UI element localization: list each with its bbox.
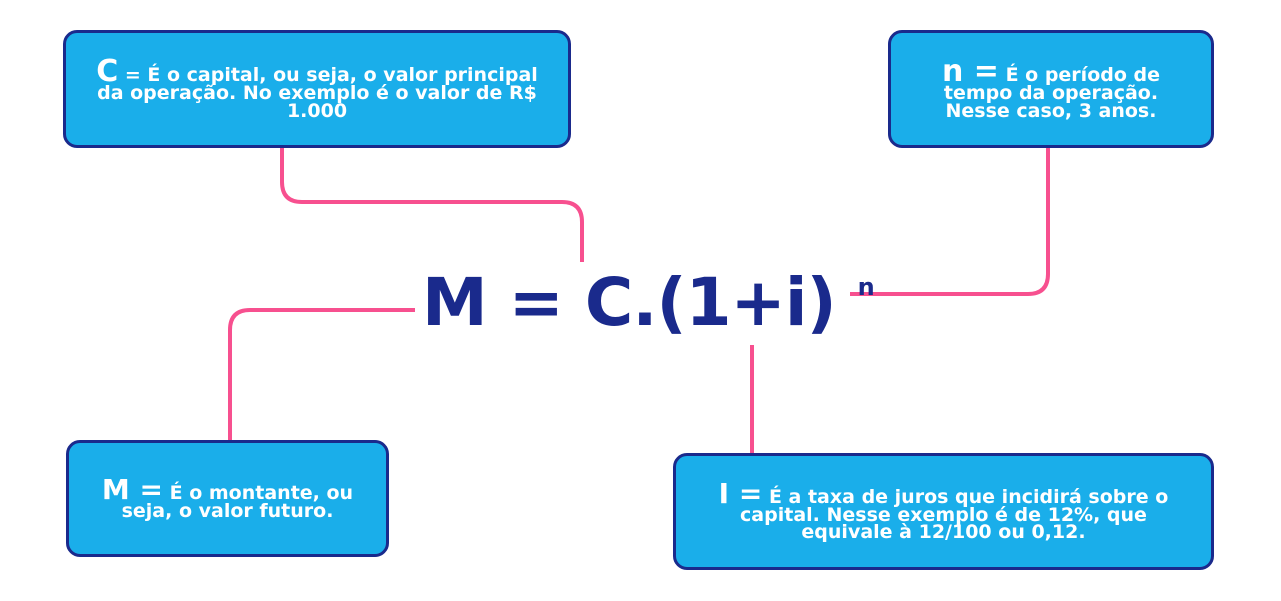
formula-main: M = C.(1+i): [422, 264, 837, 341]
connector-c: [280, 148, 584, 262]
period-box: n = É o período de tempo da operação. Ne…: [888, 30, 1214, 148]
capital-symbol: C: [96, 53, 119, 89]
interest-rate-symbol: I =: [718, 477, 763, 511]
amount-box: M = É o montante, ou seja, o valor futur…: [66, 440, 389, 557]
amount-description: É o montante, ou seja, o valor futuro.: [121, 481, 354, 522]
formula-exponent: n: [857, 273, 875, 301]
capital-description: = É o capital, ou seja, o valor principa…: [97, 63, 538, 122]
compound-interest-formula: M = C.(1+i) n: [422, 270, 875, 336]
amount-symbol: M =: [101, 472, 163, 506]
connector-n: [850, 148, 1050, 296]
period-symbol: n =: [941, 53, 999, 89]
connector-m: [228, 308, 415, 440]
period-description: É o período de tempo da operação. Nesse …: [943, 63, 1161, 122]
interest-rate-description: É a taxa de juros que incidirá sobre o c…: [740, 486, 1169, 544]
capital-box: C = É o capital, ou seja, o valor princi…: [63, 30, 571, 148]
interest-rate-box: I = É a taxa de juros que incidirá sobre…: [673, 453, 1214, 570]
